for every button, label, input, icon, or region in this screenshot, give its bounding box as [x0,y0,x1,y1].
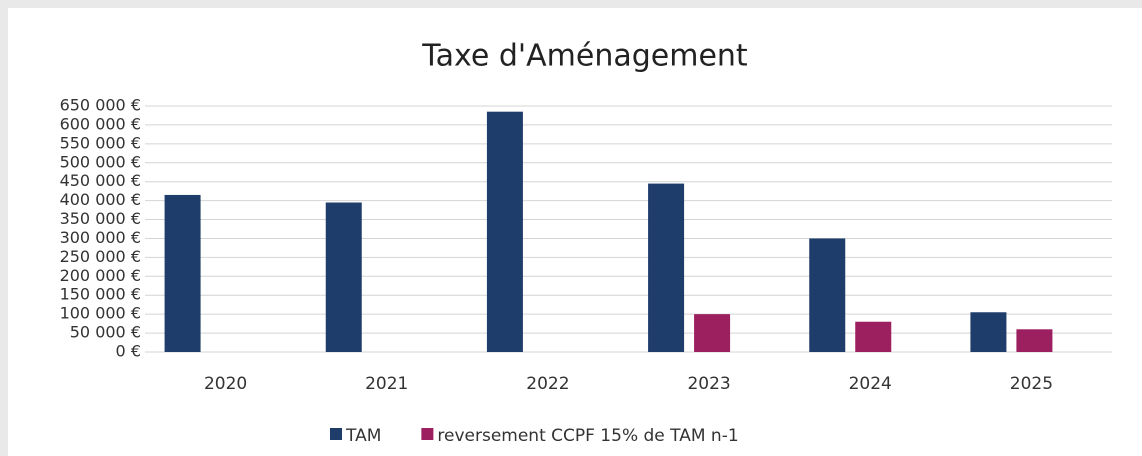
bar [648,183,685,352]
bar [164,194,201,352]
bar [970,312,1007,352]
legend-swatch [421,428,434,440]
x-tick-label: 2021 [365,374,408,394]
y-tick-label: 100 000 € [60,304,141,323]
y-tick-label: 200 000 € [60,266,141,285]
legend-label: reversement CCPF 15% de TAM n-1 [437,426,738,446]
y-tick-label: 550 000 € [60,133,141,152]
y-tick-label: 350 000 € [60,209,141,228]
bar [809,238,846,352]
y-tick-label: 450 000 € [60,171,141,190]
y-tick-label: 650 000 € [60,96,141,115]
legend-label: TAM [345,426,381,446]
y-tick-label: 600 000 € [60,114,141,133]
x-tick-label: 2023 [687,374,730,394]
y-tick-label: 500 000 € [60,152,141,171]
chart-title: Taxe d'Aménagement [421,39,748,74]
x-tick-label: 2020 [204,374,247,394]
y-tick-label: 50 000 € [70,323,141,342]
y-tick-label: 250 000 € [60,247,141,266]
bar [1016,329,1053,352]
bar [855,321,892,352]
bar [325,202,362,352]
x-tick-label: 2024 [849,374,892,394]
bar [694,314,731,352]
legend-swatch [330,428,342,440]
bar [486,111,523,352]
y-tick-label: 0 € [116,342,141,361]
x-tick-label: 2022 [526,374,569,394]
y-tick-label: 300 000 € [60,228,141,247]
y-tick-label: 150 000 € [60,285,141,304]
y-tick-label: 400 000 € [60,190,141,209]
x-tick-label: 2025 [1010,374,1053,394]
